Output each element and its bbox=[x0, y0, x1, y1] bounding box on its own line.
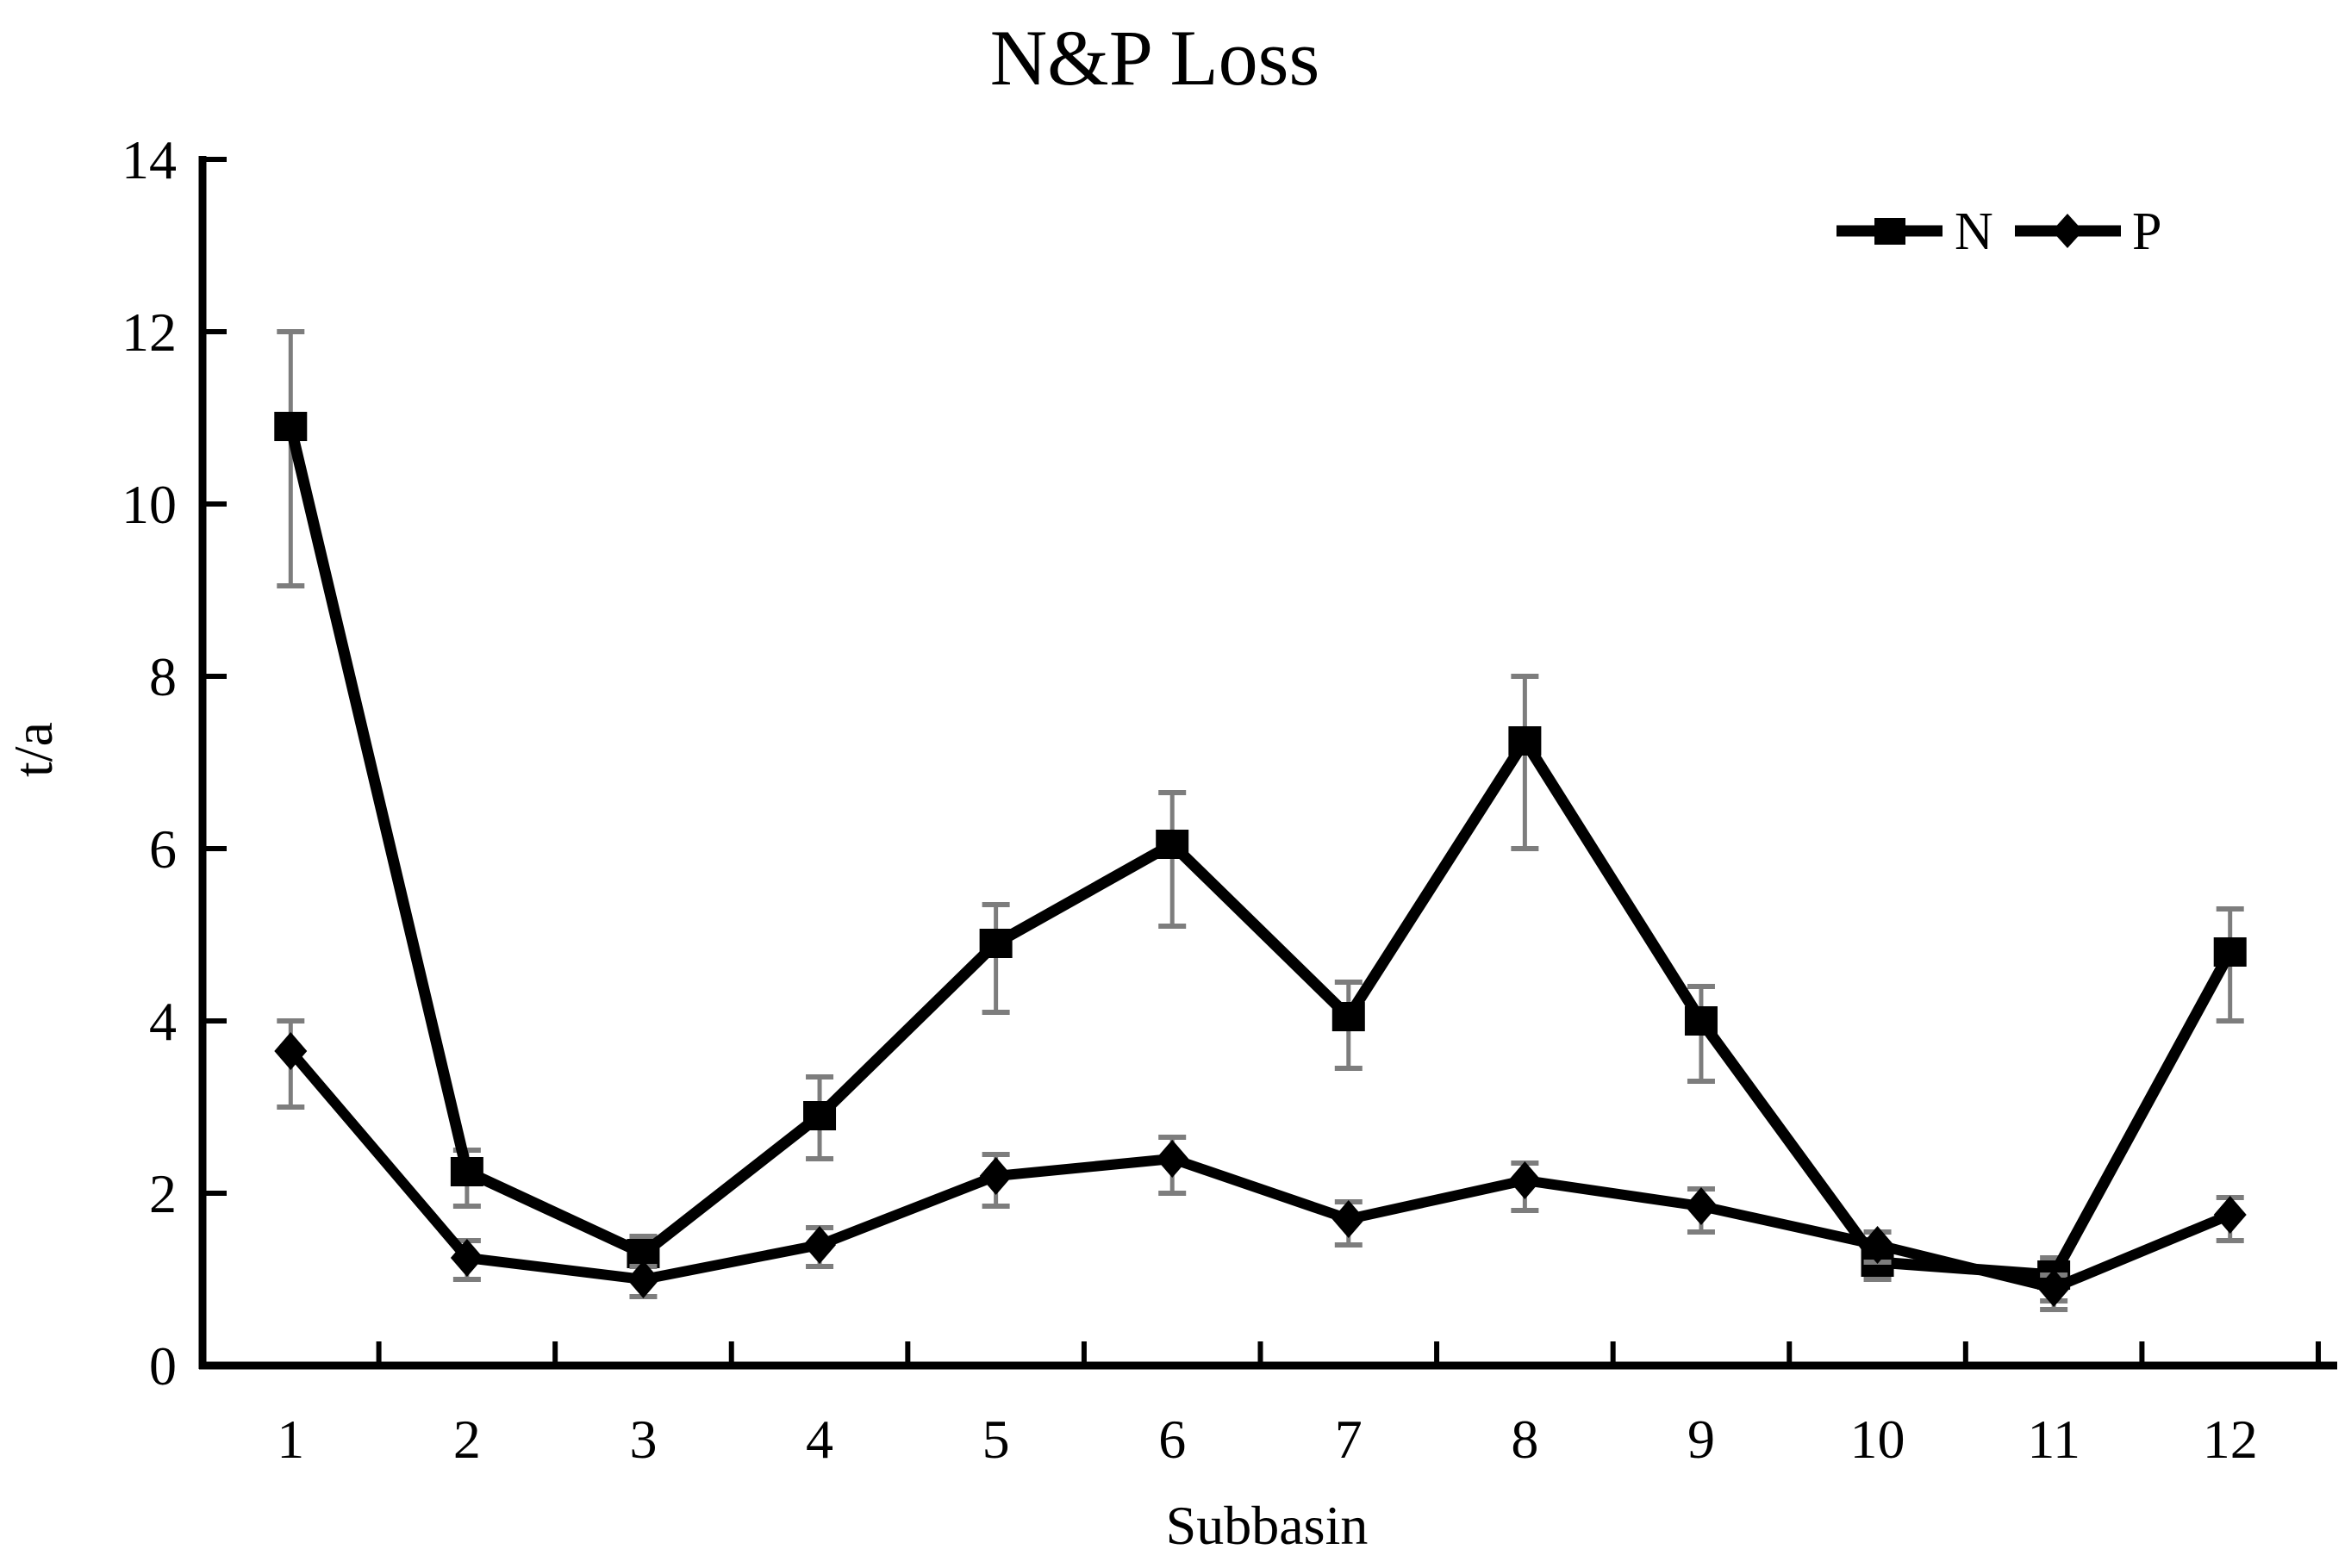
series-p-diamond-marker bbox=[1331, 1200, 1365, 1238]
x-tick-label: 4 bbox=[806, 1409, 833, 1470]
series-p-line bbox=[286, 1048, 2233, 1293]
series-p-diamond-marker bbox=[979, 1157, 1013, 1195]
x-tick-label: 2 bbox=[453, 1409, 481, 1470]
y-tick-label: 6 bbox=[149, 818, 177, 880]
x-tick-label: 5 bbox=[982, 1409, 1010, 1470]
x-tick-label: 1 bbox=[277, 1409, 304, 1470]
legend-n-label: N bbox=[1955, 202, 1993, 261]
legend-item-p: P bbox=[2015, 202, 2161, 261]
y-tick-label: 4 bbox=[149, 991, 177, 1052]
series-n-square-marker bbox=[1508, 726, 1542, 756]
x-axis-label: Subbasin bbox=[1166, 1495, 1369, 1556]
y-tick-label: 14 bbox=[122, 129, 177, 190]
y-tick-label: 8 bbox=[149, 646, 177, 707]
x-tick-label: 7 bbox=[1335, 1409, 1363, 1470]
x-tick-label: 12 bbox=[2203, 1409, 2258, 1470]
series-n-square-marker bbox=[274, 412, 308, 441]
series-n-square-marker bbox=[1331, 1002, 1365, 1031]
series-p-diamond-marker bbox=[627, 1260, 660, 1298]
series-n-square-marker bbox=[450, 1157, 483, 1186]
x-tick-label: 11 bbox=[2027, 1409, 2080, 1470]
x-tick-label: 8 bbox=[1511, 1409, 1538, 1470]
legend-p-label: P bbox=[2132, 202, 2161, 261]
series-p-diamond-marker bbox=[1861, 1226, 1894, 1264]
series-n-square-marker bbox=[1684, 1006, 1718, 1036]
x-tick-label: 3 bbox=[629, 1409, 657, 1470]
series-n-line bbox=[284, 425, 2236, 1281]
series-n-square-marker bbox=[979, 929, 1013, 958]
legend-n-square-marker-icon bbox=[1874, 218, 1905, 245]
series-p-diamond-marker bbox=[274, 1032, 308, 1070]
series-p-diamond-marker bbox=[450, 1239, 483, 1277]
legend-item-n: N bbox=[1837, 202, 1993, 261]
y-tick-label: 2 bbox=[149, 1163, 177, 1224]
x-tick-label: 10 bbox=[1850, 1409, 1905, 1470]
series-n-square-marker bbox=[2213, 937, 2247, 967]
series-n-square-marker bbox=[1156, 830, 1189, 859]
y-tick-label: 10 bbox=[122, 474, 177, 535]
series-p-diamond-marker bbox=[1156, 1140, 1189, 1178]
y-axis-label: t/a bbox=[3, 722, 64, 777]
y-tick-label: 0 bbox=[149, 1335, 177, 1397]
series-p-diamond-marker bbox=[1508, 1161, 1542, 1199]
series-p-diamond-marker bbox=[1684, 1187, 1718, 1225]
series-p-diamond-marker bbox=[803, 1226, 837, 1264]
series-p-diamond-marker bbox=[2213, 1196, 2247, 1234]
chart-title: N&P Loss bbox=[990, 14, 1320, 102]
x-tick-label: 6 bbox=[1158, 1409, 1186, 1470]
series-n-square-marker bbox=[803, 1101, 837, 1130]
y-tick-label: 12 bbox=[122, 302, 177, 363]
series-p-diamond-marker bbox=[2037, 1269, 2071, 1307]
legend: N P bbox=[1837, 202, 2161, 261]
x-tick-label: 9 bbox=[1687, 1409, 1715, 1470]
legend-p-diamond-marker-icon bbox=[2052, 214, 2083, 248]
